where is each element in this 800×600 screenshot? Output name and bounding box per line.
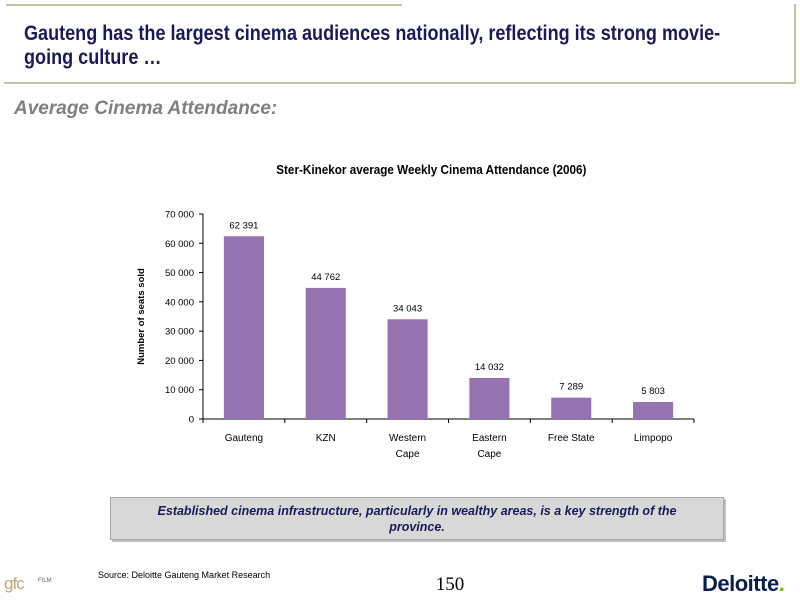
- y-tick-label: 70 000: [165, 210, 194, 221]
- y-tick-label: 0: [189, 415, 194, 426]
- deloitte-logo-dot: .: [778, 571, 785, 596]
- callout-text: Established cinema infrastructure, parti…: [157, 503, 677, 534]
- gfc-logo-text: gfc: [4, 574, 25, 593]
- data-label: 14 032: [475, 362, 504, 373]
- bar: [469, 377, 510, 419]
- x-tick-label: Cape: [477, 449, 501, 460]
- bar: [633, 402, 674, 419]
- y-tick-label: 50 000: [165, 268, 194, 279]
- data-label: 7 289: [559, 382, 583, 393]
- y-tick-label: 10 000: [165, 385, 194, 396]
- y-tick-label: 30 000: [165, 327, 194, 338]
- x-tick-label: Western: [389, 433, 426, 444]
- deloitte-logo-text: Deloitte: [702, 571, 779, 596]
- bar: [305, 287, 346, 419]
- data-label: 5 803: [641, 386, 665, 397]
- y-tick-label: 60 000: [165, 239, 194, 250]
- source-note: Source: Deloitte Gauteng Market Research: [98, 570, 271, 580]
- y-tick-label: 40 000: [165, 297, 194, 308]
- y-axis-label: Number of seats sold: [136, 268, 147, 365]
- x-tick-label: Gauteng: [225, 433, 263, 444]
- slide-title: Gauteng has the largest cinema audiences…: [24, 22, 721, 70]
- x-tick-label: KZN: [316, 433, 336, 444]
- slide-title-line-1: Gauteng has the largest cinema audiences…: [24, 22, 721, 45]
- bar: [551, 397, 592, 419]
- bar: [387, 319, 428, 419]
- gfc-logo: gfc FILM: [4, 572, 52, 596]
- bar: [223, 236, 264, 419]
- slide-title-line-2: going culture …: [24, 46, 162, 69]
- x-tick-label: Free State: [548, 433, 595, 444]
- title-top-rule: [6, 4, 402, 6]
- data-label: 44 762: [311, 272, 340, 283]
- data-label: 34 043: [393, 303, 422, 314]
- data-label: 62 391: [229, 220, 258, 231]
- chart-title: Ster-Kinekor average Weekly Cinema Atten…: [275, 162, 587, 177]
- gfc-logo-film-text: FILM: [38, 578, 52, 584]
- title-box: [4, 4, 796, 84]
- chart-title-wrap: Ster-Kinekor average Weekly Cinema Atten…: [0, 162, 800, 177]
- x-tick-label: Eastern: [472, 433, 506, 444]
- deloitte-logo: Deloitte.: [702, 571, 785, 597]
- section-subtitle: Average Cinema Attendance:: [14, 98, 278, 119]
- key-insight-callout: Established cinema infrastructure, parti…: [110, 497, 724, 540]
- x-tick-label: Limpopo: [634, 433, 673, 444]
- y-tick-label: 20 000: [165, 356, 194, 367]
- x-tick-label: Cape: [396, 449, 420, 460]
- page-number: 150: [435, 574, 465, 595]
